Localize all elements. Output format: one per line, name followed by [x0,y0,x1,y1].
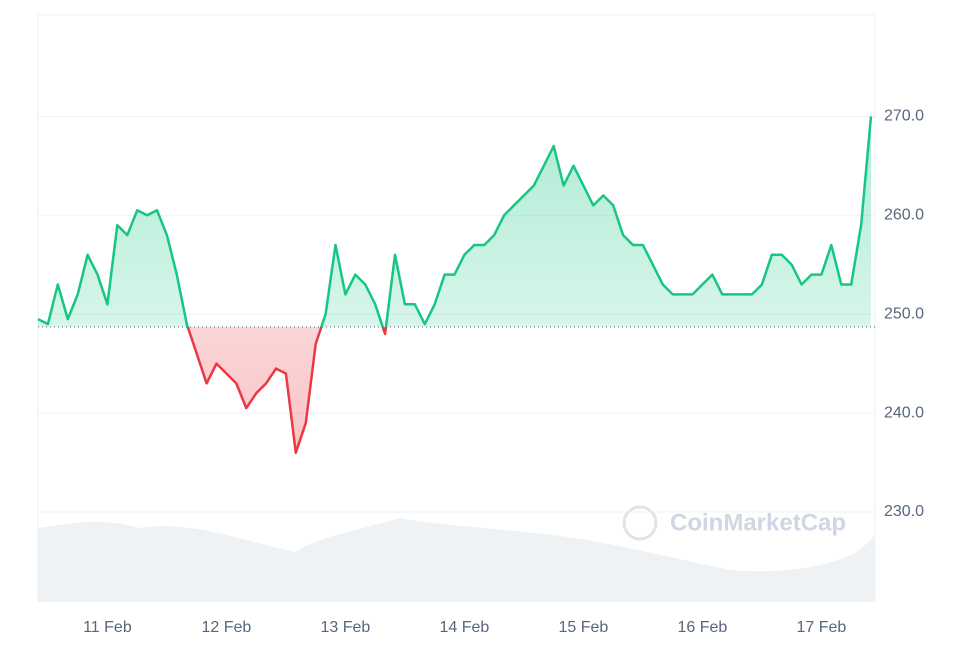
y-tick-label: 230.0 [884,503,924,520]
volume-area [38,518,875,602]
y-tick-label: 260.0 [884,207,924,224]
y-tick-label: 240.0 [884,404,924,421]
watermark-logo [622,505,658,541]
x-tick-label: 14 Feb [440,619,490,636]
watermark: CoinMarketCap [670,509,846,536]
x-tick-label: 16 Feb [678,619,728,636]
y-tick-label: 270.0 [884,108,924,125]
x-tick-label: 15 Feb [559,619,609,636]
price-line-up [37,116,873,328]
y-tick-label: 250.0 [884,305,924,322]
area-down [38,327,871,453]
x-tick-label: 17 Feb [797,619,847,636]
x-tick-label: 13 Feb [321,619,371,636]
area-up [38,116,871,328]
x-tick-label: 11 Feb [83,619,132,636]
x-tick-label: 12 Feb [202,619,252,636]
